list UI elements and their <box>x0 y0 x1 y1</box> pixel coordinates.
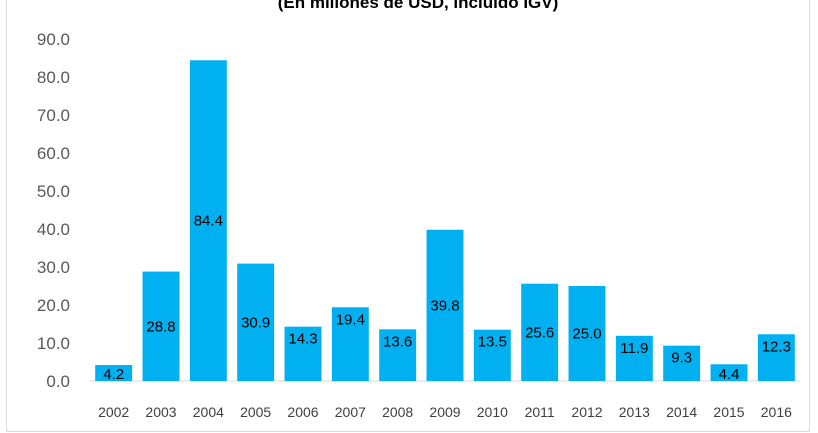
y-tick-label: 90.0 <box>37 30 70 49</box>
data-label-2007: 19.4 <box>336 311 365 328</box>
data-label-2010: 13.5 <box>478 334 507 351</box>
y-tick-label: 80.0 <box>37 68 70 87</box>
x-tick-label: 2007 <box>335 404 366 420</box>
y-tick-label: 70.0 <box>37 106 70 125</box>
x-tick-label: 2009 <box>429 404 460 420</box>
x-tick-label: 2006 <box>287 404 318 420</box>
bar-2005 <box>237 263 275 381</box>
x-tick-label: 2004 <box>193 404 224 420</box>
data-label-2012: 25.0 <box>572 326 601 343</box>
y-tick-label: 20.0 <box>37 296 70 315</box>
bar-2016 <box>757 334 795 381</box>
data-label-2006: 14.3 <box>288 331 317 348</box>
bar-2015 <box>710 364 748 381</box>
bar-2010 <box>473 329 511 381</box>
data-label-2013: 11.9 <box>620 340 648 357</box>
y-tick-label: 30.0 <box>37 258 70 277</box>
bars <box>95 60 795 381</box>
x-tick-label: 2008 <box>382 404 413 420</box>
x-tick-label: 2010 <box>477 404 508 420</box>
data-label-2011: 25.6 <box>525 324 554 341</box>
y-tick-label: 60.0 <box>37 144 70 163</box>
x-tick-label: 2003 <box>145 404 176 420</box>
bar-2013 <box>615 335 653 381</box>
data-label-2003: 28.8 <box>146 318 175 335</box>
y-tick-label: 40.0 <box>37 220 70 239</box>
bar-2003 <box>142 271 180 381</box>
y-tick-label: 10.0 <box>37 334 70 353</box>
bar-2014 <box>663 345 701 381</box>
data-label-2008: 13.6 <box>383 333 412 350</box>
x-tick-label: 2013 <box>619 404 650 420</box>
bar-2006 <box>284 326 322 381</box>
bar-2007 <box>331 307 369 381</box>
bar-2002 <box>95 365 133 381</box>
y-axis: 0.0 10.0 20.0 30.0 40.0 50.0 60.0 70.0 80.0 90.0 <box>37 30 70 391</box>
bar-2011 <box>521 283 559 381</box>
bar-2012 <box>568 286 606 381</box>
data-label-2015: 4.4 <box>719 366 740 383</box>
data-label-2004: 84.4 <box>194 213 223 230</box>
x-tick-label: 2016 <box>761 404 792 420</box>
chart-title: (En millones de USD, incluido IGV) <box>278 0 559 12</box>
data-labels: 4.2 28.8 84.4 30.9 14.3 19.4 13.6 39.8 13.5 25.6 2… <box>103 213 791 383</box>
data-label-2002: 4.2 <box>103 366 124 383</box>
x-axis: 2002 2003 2004 2005 2006 2007 2008 2009 2010 2011… <box>98 404 792 420</box>
x-tick-label: 2002 <box>98 404 129 420</box>
data-label-2016: 12.3 <box>762 338 791 355</box>
x-tick-label: 2005 <box>240 404 271 420</box>
x-tick-label: 2014 <box>666 404 697 420</box>
bar-2004 <box>189 60 227 381</box>
x-tick-label: 2012 <box>571 404 602 420</box>
data-label-2005: 30.9 <box>241 314 270 331</box>
x-tick-label: 2015 <box>713 404 744 420</box>
bar-2008 <box>379 329 417 381</box>
chart-area <box>6 0 810 432</box>
y-tick-label: 50.0 <box>37 182 70 201</box>
x-tick-label: 2011 <box>525 404 555 420</box>
data-label-2009: 39.8 <box>430 297 459 314</box>
data-label-2014: 9.3 <box>671 350 692 367</box>
y-tick-label: 0.0 <box>46 372 70 391</box>
bar-2009 <box>426 229 464 381</box>
